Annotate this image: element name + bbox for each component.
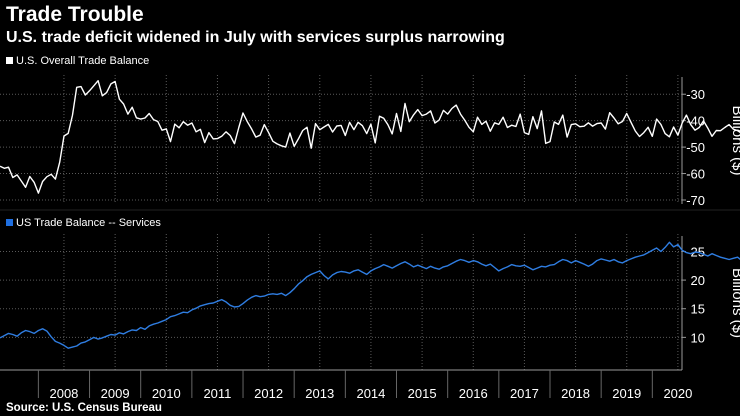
x-tick-label: 2019: [612, 386, 641, 401]
x-tick-label: 2008: [49, 386, 78, 401]
services-series-line: [0, 241, 740, 349]
x-tick-label: 2018: [561, 386, 590, 401]
y-tick-label: -60: [686, 167, 705, 182]
services-balance-panel: US Trade Balance -- Services25201510Bill…: [0, 217, 740, 370]
y-tick-label: -30: [686, 87, 705, 102]
y-tick-label: 15: [691, 302, 705, 317]
source-note: Source: U.S. Census Bureau: [6, 402, 162, 414]
y-axis-title: Billions ($): [729, 268, 740, 338]
y-tick-label: -70: [686, 193, 705, 208]
chart-title: Trade Trouble: [6, 3, 144, 26]
x-tick-label: 2014: [356, 386, 385, 401]
chart-subtitle: U.S. trade deficit widened in July with …: [6, 29, 505, 46]
x-tick-label: 2009: [101, 386, 130, 401]
y-tick-label: 20: [691, 273, 705, 288]
x-tick-label: 2020: [663, 386, 692, 401]
y-tick-label: 10: [691, 330, 705, 345]
x-tick-label: 2016: [459, 386, 488, 401]
x-tick-label: 2012: [254, 386, 283, 401]
overall-legend-label: U.S. Overall Trade Balance: [16, 55, 149, 67]
x-tick-label: 2013: [305, 386, 334, 401]
x-tick-label: 2015: [408, 386, 437, 401]
x-tick-label: 2017: [510, 386, 539, 401]
overall-series-line: [0, 79, 740, 194]
x-tick-label: 2011: [203, 386, 231, 401]
services-legend-label: US Trade Balance -- Services: [16, 217, 161, 229]
y-tick-label: -50: [686, 140, 705, 155]
x-tick-label: 2010: [152, 386, 181, 401]
overall-legend-swatch: [6, 57, 13, 64]
x-axis: 2008 2009 2010 2011 2012 2013 2014 2015 2016 2017…: [0, 369, 692, 401]
y-axis-title: Billions ($): [729, 105, 740, 175]
services-legend-swatch: [6, 219, 13, 226]
overall-balance-panel: U.S. Overall Trade Balance-30-40-50-60-7…: [0, 55, 740, 211]
